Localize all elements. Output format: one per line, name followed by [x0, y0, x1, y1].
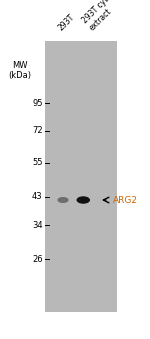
Text: 43: 43 — [32, 192, 43, 201]
Text: MW
(kDa): MW (kDa) — [8, 61, 31, 80]
Text: 293T cytoplasm
extract: 293T cytoplasm extract — [81, 0, 138, 32]
Text: 72: 72 — [32, 126, 43, 135]
Text: ARG2: ARG2 — [113, 196, 138, 204]
Bar — [45, 41, 117, 312]
Text: 34: 34 — [32, 221, 43, 230]
Text: 293T: 293T — [57, 12, 76, 32]
Ellipse shape — [76, 196, 90, 204]
Ellipse shape — [57, 197, 69, 203]
Text: 95: 95 — [32, 99, 43, 108]
Text: 55: 55 — [32, 158, 43, 167]
Text: 26: 26 — [32, 255, 43, 264]
